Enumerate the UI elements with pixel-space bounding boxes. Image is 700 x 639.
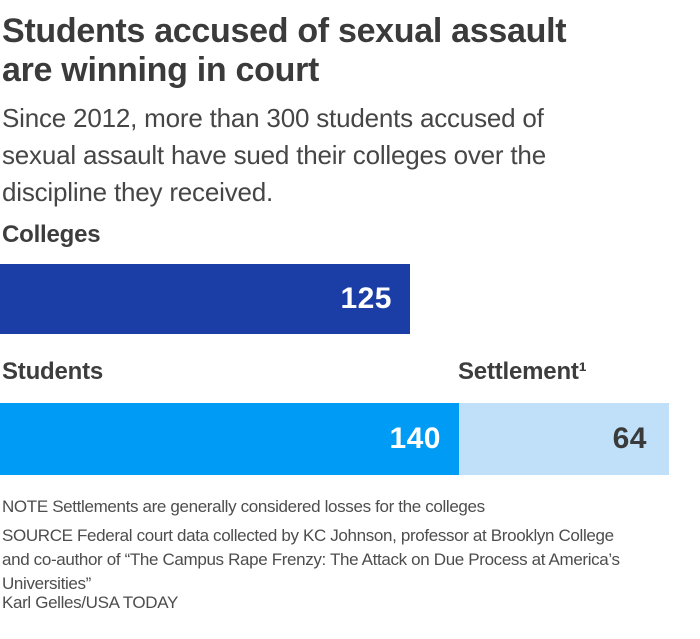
chart-subtitle: Since 2012, more than 300 students accus…	[2, 103, 546, 207]
category-label-students: Students	[2, 358, 104, 385]
bar-students: 140 64	[0, 403, 700, 475]
value-label-colleges: 125	[340, 282, 392, 315]
category-label-settlement: Settlement¹	[458, 358, 587, 385]
bar-segment-students-wins: 140	[0, 403, 459, 475]
category-label-colleges: Colleges	[2, 221, 101, 248]
source-text: SOURCE Federal court data collected by K…	[2, 526, 620, 593]
bar-segment-settlement: 64	[459, 403, 669, 475]
value-label-settlement: 64	[612, 422, 647, 455]
page-title: Students accused of sexual assault are w…	[2, 12, 567, 89]
bar-colleges: 125	[0, 264, 700, 334]
value-label-students: 140	[389, 422, 441, 455]
credit-text: Karl Gelles/USA TODAY	[2, 593, 178, 612]
bar-segment-colleges: 125	[0, 264, 410, 334]
note-text: NOTE Settlements are generally considere…	[2, 497, 485, 516]
